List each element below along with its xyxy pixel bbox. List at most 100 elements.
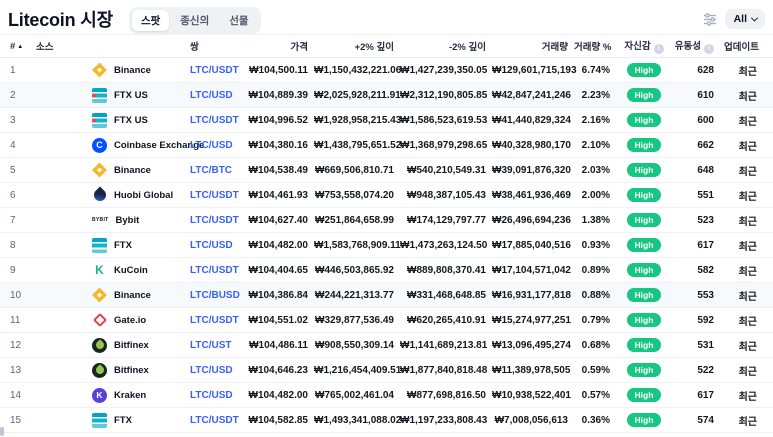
header-depth-plus2[interactable]: +2% 깊이 — [354, 42, 394, 53]
tab-perpetual[interactable]: 종신의 — [180, 15, 210, 27]
table-row[interactable]: 2 FTX US LTC/USD ₩104,889.39 ₩2,025,928,211.… — [0, 83, 773, 108]
pair-link[interactable]: LTC/USD — [190, 389, 233, 401]
table-row[interactable]: 14 Kraken LTC/USD ₩104,482.00 ₩765,002,461.0… — [0, 383, 773, 408]
pair-link[interactable]: LTC/USD — [190, 364, 233, 376]
pair-link[interactable]: LTC/UST — [190, 339, 232, 351]
exchange-name-link[interactable]: KuCoin — [114, 264, 148, 276]
table-row[interactable]: 9 KuCoin LTC/USDT ₩104,404.65 ₩446,503,865.9… — [0, 258, 773, 283]
header-volume-pct[interactable]: 거래량 % — [574, 42, 612, 53]
volume-pct-cell: 6.74% — [581, 64, 610, 76]
price-cell: ₩104,538.49 — [248, 164, 309, 176]
header-price[interactable]: 가격 — [290, 42, 308, 53]
price-cell: ₩104,380.16 — [248, 139, 309, 151]
liquidity-cell: 551 — [697, 189, 714, 201]
exchange-name-link[interactable]: FTX US — [114, 89, 148, 101]
table-row[interactable]: 5 Binance LTC/BTC ₩104,538.49 ₩669,506,810.7… — [0, 158, 773, 183]
depth-plus2-cell: ₩244,221,313.77 — [315, 289, 394, 301]
market-type-tabs: 스팟 종신의 선물 — [128, 7, 261, 34]
confidence-cell: High — [616, 388, 672, 402]
depth-plus2-cell: ₩753,558,074.20 — [315, 189, 394, 201]
info-icon[interactable] — [653, 44, 664, 54]
table-row[interactable]: 11 Gate.io LTC/USDT ₩104,551.02 ₩329,877,536… — [0, 308, 773, 333]
table-row[interactable]: 15 FTX LTC/USDT ₩104,582.85 ₩1,493,341,088.0… — [0, 408, 773, 433]
pair-filter-dropdown[interactable]: All — [724, 9, 765, 29]
exchange-name-link[interactable]: Binance — [114, 289, 151, 301]
table-row[interactable]: 8 FTX LTC/USD ₩104,482.00 ₩1,583,768,909.11 ₩… — [0, 233, 773, 258]
table-row[interactable]: 10 Binance LTC/BUSD ₩104,386.84 ₩244,221,313… — [0, 283, 773, 308]
coinbase-logo-icon — [92, 137, 107, 153]
pair-link[interactable]: LTC/USDT — [190, 314, 239, 326]
exchange-name-link[interactable]: Bybit — [115, 214, 140, 226]
confidence-cell: High — [616, 88, 672, 102]
pair-link[interactable]: LTC/USDT — [190, 114, 239, 126]
header-volume[interactable]: 거래량 — [541, 42, 568, 53]
exchange-name-link[interactable]: Huobi Global — [114, 189, 174, 201]
pair-link[interactable]: LTC/USDT — [190, 189, 239, 201]
table-row[interactable]: 6 Huobi Global LTC/USDT ₩104,461.93 ₩753,558… — [0, 183, 773, 208]
pair-link[interactable]: LTC/BTC — [190, 164, 233, 176]
pair-cell: LTC/USD — [190, 365, 248, 376]
header-updated[interactable]: 업데이트 — [724, 42, 759, 53]
liquidity-cell: 531 — [697, 339, 714, 351]
pair-link[interactable]: LTC/USDT — [190, 214, 239, 226]
info-icon[interactable] — [704, 44, 714, 54]
price-cell: ₩104,486.11 — [249, 339, 308, 351]
depth-minus2-cell: ₩948,387,105.43 — [407, 189, 486, 201]
volume-cell: ₩40,328,980,170 — [492, 139, 571, 151]
depth-minus2-cell: ₩2,312,190,805.85 — [400, 89, 488, 101]
header-liquidity[interactable]: 유동성 — [672, 38, 724, 54]
ftx-logo-icon — [92, 237, 107, 253]
exchange-name-link[interactable]: Gate.io — [114, 314, 147, 326]
volume-pct-cell: 2.00% — [581, 189, 610, 201]
binance-logo-icon — [92, 62, 107, 78]
exchange-name-link[interactable]: FTX US — [114, 114, 148, 126]
pair-link[interactable]: LTC/USD — [190, 239, 233, 251]
pair-link[interactable]: LTC/USDT — [190, 264, 239, 276]
exchange-name-link[interactable]: Kraken — [114, 389, 147, 401]
header-source[interactable]: 소스 — [36, 42, 54, 53]
pair-link[interactable]: LTC/USDT — [190, 64, 239, 76]
pair-link[interactable]: LTC/USD — [190, 139, 233, 151]
header-depth-minus2[interactable]: -2% 깊이 — [448, 42, 486, 53]
source-cell: KuCoin — [28, 263, 190, 278]
depth-minus2-cell: ₩1,427,239,350.05 — [400, 64, 488, 76]
header-rank[interactable]: # ▲ — [10, 40, 24, 52]
rank-cell: 10 — [10, 289, 22, 301]
depth-minus2-cell: ₩877,698,816.50 — [407, 389, 486, 401]
exchange-name-link[interactable]: Bitfinex — [114, 339, 149, 351]
table-row[interactable]: 1 Binance LTC/USDT ₩104,500.11 ₩1,150,432,22… — [0, 58, 773, 83]
confidence-badge: High — [626, 288, 662, 302]
tab-futures[interactable]: 선물 — [229, 15, 249, 27]
exchange-name-link[interactable]: Binance — [114, 164, 151, 176]
table-row[interactable]: 13 Bitfinex LTC/USD ₩104,646.23 ₩1,216,454,4… — [0, 358, 773, 383]
exchange-name-link[interactable]: FTX — [114, 239, 132, 251]
volume-pct-cell: 0.59% — [581, 364, 610, 376]
sliders-filter-icon[interactable] — [703, 12, 717, 26]
pair-cell: LTC/USDT — [190, 115, 248, 126]
tab-spot[interactable]: 스팟 — [131, 10, 170, 31]
exchange-name-link[interactable]: Binance — [114, 64, 151, 76]
exchange-name-link[interactable]: FTX — [114, 414, 132, 426]
depth-plus2-cell: ₩446,503,865.92 — [315, 264, 394, 276]
kucoin-logo-icon — [92, 263, 107, 278]
exchange-name-link[interactable]: Bitfinex — [114, 364, 149, 376]
volume-pct-cell: 0.89% — [581, 264, 610, 276]
exchange-name-link[interactable]: Coinbase Exchange — [114, 139, 205, 151]
volume-pct-cell: 2.23% — [581, 89, 610, 101]
pair-link[interactable]: LTC/USDT — [190, 414, 239, 426]
page-title: Litecoin 시장 — [8, 10, 113, 30]
header-pair[interactable]: 쌍 — [190, 42, 199, 53]
table-row[interactable]: 7 Bybit LTC/USDT ₩104,627.40 ₩251,864,658.99… — [0, 208, 773, 233]
pair-link[interactable]: LTC/USD — [190, 89, 233, 101]
price-cell: ₩104,889.39 — [248, 89, 309, 101]
updated-cell: 최근 — [738, 291, 757, 303]
pair-link[interactable]: LTC/BUSD — [190, 289, 240, 301]
table-row[interactable]: 12 Bitfinex LTC/UST ₩104,486.11 ₩908,550,309… — [0, 333, 773, 358]
table-row[interactable]: 3 FTX US LTC/USDT ₩104,996.52 ₩1,928,958,215… — [0, 108, 773, 133]
liquidity-cell: 617 — [697, 389, 714, 401]
scrollbar-thumb[interactable] — [0, 427, 4, 436]
rank-cell: 11 — [10, 314, 21, 326]
header-confidence[interactable]: 자신감 — [616, 38, 672, 54]
liquidity-cell: 617 — [697, 239, 714, 251]
